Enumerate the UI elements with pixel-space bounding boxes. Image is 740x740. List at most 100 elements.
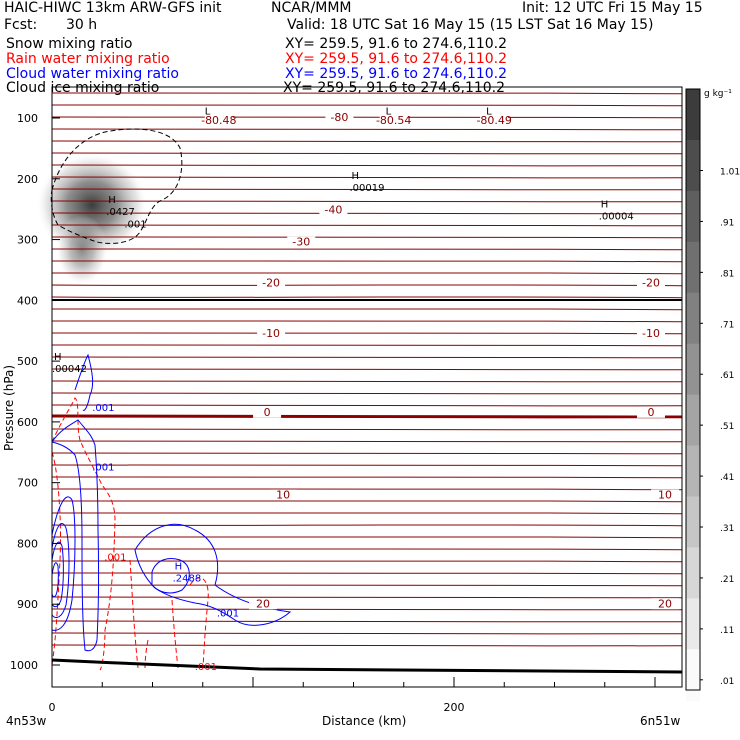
colorbar-label: .61 (720, 371, 734, 381)
colorbar-label: .81 (720, 269, 734, 279)
isotherm-line (51, 176, 683, 179)
isotherm-line (51, 524, 683, 527)
temp-label-bg (253, 406, 282, 418)
isotherm-line (51, 236, 683, 239)
extremum-value: .00004 (599, 211, 634, 222)
colorbar-label: .71 (720, 320, 734, 330)
isotherm-line (51, 476, 683, 479)
cloudwater-contour (51, 523, 70, 618)
isotherm-line (51, 512, 683, 515)
cloudwater-contour (51, 419, 100, 652)
y-tick-label: 800 (17, 537, 38, 550)
temp-label-bg (319, 204, 348, 216)
init-time: Init: 12 UTC Fri 15 May 15 (522, 0, 703, 16)
y-tick-label: 600 (17, 416, 38, 429)
temp-label: 20 (658, 597, 672, 610)
isotherm-line (51, 356, 683, 359)
temp-label: -20 (642, 276, 660, 289)
isotherm-line (51, 644, 683, 647)
field-rain-name: Rain water mixing ratio (6, 51, 170, 67)
isotherm-line (51, 104, 683, 107)
extremum-value: .0427 (106, 207, 135, 218)
temp-label-bg (257, 327, 286, 339)
isotherm-line (51, 164, 683, 167)
colorbar-label: .21 (720, 575, 734, 585)
cloudwater-contour (151, 558, 190, 594)
temp-label: -20 (262, 276, 280, 289)
cloudwater-contour (74, 353, 94, 411)
temp-label-bg (379, 115, 408, 127)
isotherm-line (51, 632, 683, 635)
contour-value-label: .001 (92, 403, 114, 414)
colorbar-label: 1.01 (720, 167, 740, 177)
isotherm-line (51, 152, 683, 155)
x-axis-label: Distance (km) (322, 714, 406, 728)
y-tick-label: 700 (17, 477, 38, 490)
isotherm-line (51, 392, 683, 395)
isotherm-line (51, 272, 683, 275)
isotherm-line (51, 140, 683, 143)
extremum-type: H (54, 352, 62, 363)
colorbar-label: .31 (720, 524, 734, 534)
temperature-contours (51, 92, 683, 647)
contour-value-label: .001 (104, 552, 126, 563)
cloudwater-contour (51, 496, 76, 631)
rain-contours (51, 397, 209, 671)
ground-surface (51, 658, 683, 674)
forecast-label: Fcst: (4, 17, 38, 33)
extremum-value: .00042 (52, 364, 87, 375)
colorbar-label: .51 (720, 422, 734, 432)
temp-label: -80.48 (201, 114, 236, 127)
temp-label-bg (480, 115, 509, 127)
y-tick-label: 900 (17, 598, 38, 611)
right-endpoint-label: 6n51w (640, 714, 681, 728)
temp-label-bg (651, 598, 680, 610)
y-axis-label: Pressure (hPa) (2, 365, 16, 451)
extremum-value: .2488 (173, 574, 202, 585)
rain-contour (129, 559, 139, 669)
isotherm-line (51, 572, 683, 575)
isotherm-line (51, 320, 683, 323)
field-cloudwater-name: Cloud water mixing ratio (6, 66, 179, 82)
extremum-type: H (351, 171, 359, 182)
forecast-hour: 30 h (66, 17, 98, 33)
extremum-value: .00019 (349, 183, 384, 194)
isotherm-line (51, 308, 683, 311)
colorbar: 1.01 .91 .81 .71 .61 .51 .41 .31 .21 .11 .01 (685, 88, 740, 702)
extremum-type: H (108, 195, 116, 206)
extremum-type: H (175, 562, 183, 573)
isotherm-line (51, 380, 683, 383)
temp-label-bg (636, 327, 665, 339)
isotherm-line (51, 404, 683, 407)
colorbar-swatch (686, 292, 700, 345)
colorbar-swatch (686, 241, 700, 294)
colorbar-swatch (686, 89, 700, 141)
temp-label-bg (249, 598, 278, 610)
isotherm-line (51, 332, 683, 335)
temp-label: 0 (264, 406, 271, 419)
temp-label-bg (204, 115, 233, 127)
temp-label: -80 (330, 111, 348, 124)
temp-label-bg (651, 489, 680, 501)
isotherm-line (51, 488, 683, 491)
field-cloudice-name: Cloud ice mixing ratio (6, 80, 160, 96)
colorbar-swatch (686, 190, 700, 243)
isotherm-line (51, 560, 683, 563)
temp-label: -10 (642, 327, 660, 340)
temp-label: 0 (647, 406, 654, 419)
x-tick-label: 200 (444, 701, 465, 714)
isotherm-line (51, 500, 683, 503)
isotherm-line (51, 608, 683, 611)
rain-contour (144, 639, 149, 669)
field-snow-name: Snow mixing ratio (6, 36, 133, 52)
isotherm-line (51, 296, 683, 299)
org-label: NCAR/MMM (271, 0, 352, 16)
colorbar-label: .01 (720, 677, 734, 687)
y-tick-label: 300 (17, 234, 38, 247)
isotherm-line (51, 548, 683, 551)
isotherm-zero (51, 414, 683, 419)
y-tick-label: 500 (17, 355, 38, 368)
temp-label-bg (636, 277, 665, 289)
contour-value-label: .001 (124, 219, 146, 230)
